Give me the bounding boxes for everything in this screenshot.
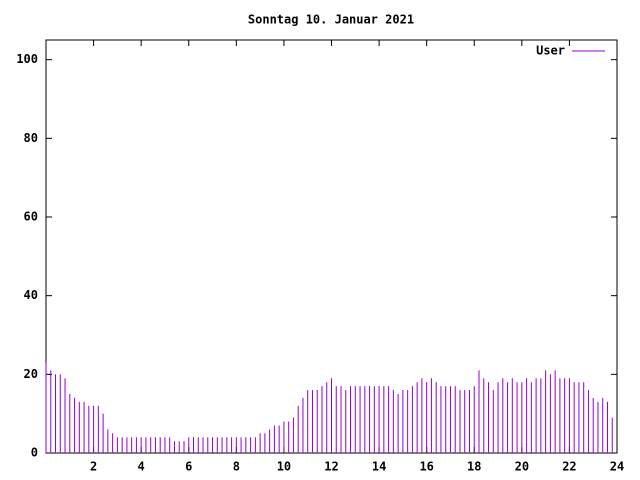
x-tick-label: 12: [324, 460, 338, 474]
x-tick-label: 14: [372, 460, 386, 474]
chart-title: Sonntag 10. Januar 2021: [248, 13, 414, 27]
x-tick-label: 8: [233, 460, 240, 474]
y-tick-label: 40: [24, 288, 38, 302]
y-tick-label: 60: [24, 210, 38, 224]
x-tick-label: 16: [419, 460, 433, 474]
y-tick-label: 20: [24, 367, 38, 381]
x-tick-label: 20: [515, 460, 529, 474]
x-tick-label: 24: [610, 460, 624, 474]
y-tick-label: 100: [16, 52, 38, 66]
y-tick-label: 80: [24, 131, 38, 145]
x-tick-label: 6: [185, 460, 192, 474]
x-tick-label: 22: [562, 460, 576, 474]
x-tick-label: 18: [467, 460, 481, 474]
y-tick-label: 0: [31, 446, 38, 460]
x-tick-label: 2: [90, 460, 97, 474]
x-tick-label: 4: [138, 460, 145, 474]
x-tick-label: 10: [277, 460, 291, 474]
legend-label: User: [536, 44, 565, 58]
